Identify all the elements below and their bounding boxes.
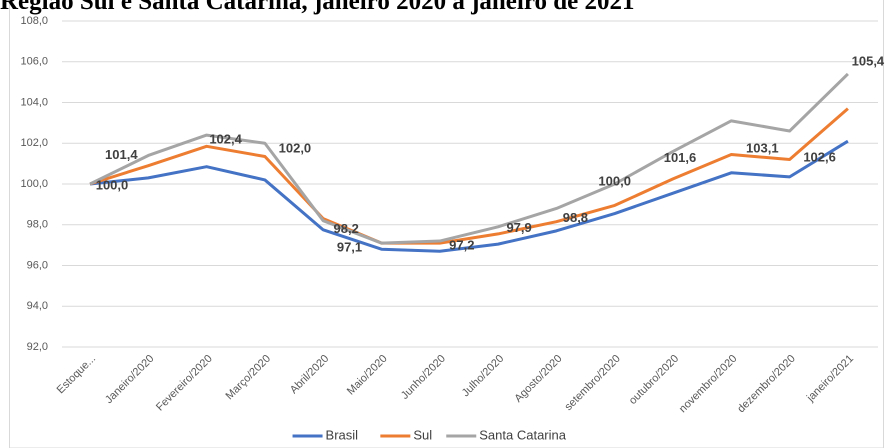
data-label: 102,6 (803, 149, 836, 164)
data-label: 100,0 (96, 177, 129, 192)
data-label: 100,0 (598, 173, 631, 188)
y-tick-label: 102,0 (20, 137, 48, 149)
y-tick-label: 106,0 (20, 56, 48, 68)
line-series (89, 107, 849, 245)
x-tick-label: Fevereiro/2020 (154, 353, 215, 414)
legend-label: Brasil (326, 427, 359, 442)
x-tick-label: janeiro/2021 (804, 353, 856, 405)
chart-border (9, 0, 884, 448)
x-tick-label: Maio/2020 (345, 353, 390, 398)
legend-label: Sul (413, 427, 432, 442)
y-tick-label: 100,0 (20, 178, 48, 190)
x-tick-label: Agosto/2020 (512, 353, 564, 405)
x-tick-label: Julho/2020 (460, 353, 507, 400)
chart-title: Região Sul e Santa Catarina, janeiro 202… (0, 0, 635, 15)
legend-label: Santa Catarina (479, 427, 566, 442)
data-label: 97,9 (506, 220, 531, 235)
x-tick-label: dezembro/2020 (735, 353, 798, 416)
x-tick-label: novembro/2020 (677, 353, 740, 416)
y-tick-label: 94,0 (27, 300, 48, 312)
x-tick-label: Março/2020 (224, 353, 274, 403)
data-label: 97,2 (449, 237, 474, 252)
line-series (89, 139, 849, 253)
data-label: 98,2 (334, 221, 359, 236)
data-label: 101,4 (105, 147, 138, 162)
x-tick-label: Janeiro/2020 (103, 353, 156, 406)
y-tick-label: 104,0 (20, 96, 48, 108)
data-label: 98,8 (563, 210, 588, 225)
x-tick-label: Estoque... (55, 353, 99, 397)
x-tick-label: setembro/2020 (562, 353, 622, 413)
data-label: 103,1 (746, 140, 779, 155)
y-tick-label: 96,0 (27, 259, 48, 271)
data-label: 105,4 (852, 53, 885, 68)
y-tick-label: 98,0 (27, 219, 48, 231)
x-tick-label: Abril/2020 (288, 353, 332, 397)
data-label: 102,4 (209, 132, 242, 147)
data-label: 97,1 (337, 240, 362, 255)
data-label: 102,0 (279, 141, 312, 156)
x-tick-label: outubro/2020 (627, 353, 681, 407)
x-tick-label: Junho/2020 (399, 353, 448, 402)
line-series (89, 72, 849, 245)
y-tick-label: 108,0 (20, 15, 48, 27)
y-tick-label: 92,0 (27, 341, 48, 353)
data-label: 101,6 (664, 150, 697, 165)
